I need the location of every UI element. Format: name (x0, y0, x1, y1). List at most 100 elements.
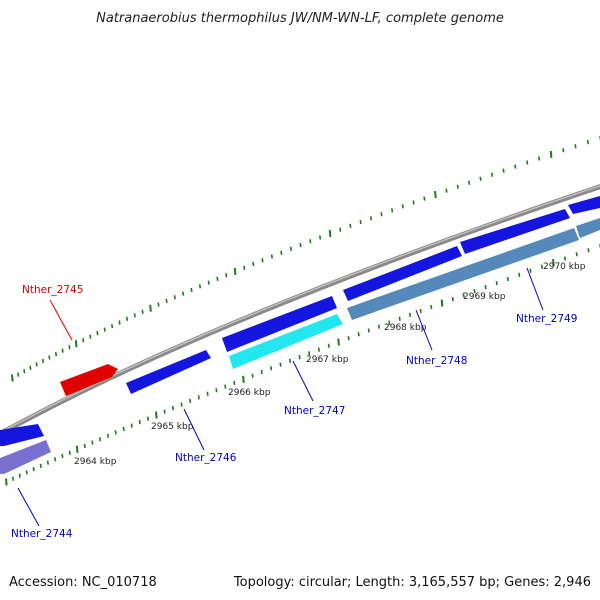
inner-tick-ring (5, 244, 600, 486)
leader-line-nther-2745 (49, 299, 73, 341)
outer-tick (434, 191, 437, 199)
inner-tick (39, 463, 42, 469)
inner-tick (495, 280, 498, 286)
gene-label-nther-2748[interactable]: Nther_2748 (406, 355, 467, 367)
inner-tick (270, 366, 273, 371)
gene-arrow-nther-2749-upper[interactable] (460, 209, 570, 254)
inner-tick (347, 336, 350, 341)
inner-tick (327, 343, 330, 348)
gene-track-nther-2744[interactable] (0, 440, 51, 474)
outer-tick (574, 144, 577, 149)
inner-tick (308, 351, 311, 356)
inner-tick (61, 453, 64, 459)
gene-label-nther-2744[interactable]: Nther_2744 (11, 528, 73, 540)
leader-line-nther-2746 (183, 408, 205, 451)
genome-backbone-highlight (0, 185, 600, 434)
outer-tick (391, 208, 394, 213)
gene-track-nther-2747[interactable] (229, 314, 343, 369)
inner-tick (288, 358, 292, 364)
inner-tick (171, 405, 175, 411)
outer-tick (173, 295, 176, 300)
outer-tick (190, 287, 193, 293)
inner-tick (83, 443, 86, 449)
outer-tick (157, 302, 160, 307)
scale-label-2968: 2968 kbp (384, 323, 427, 333)
outer-tick (82, 338, 85, 343)
outer-tick (562, 148, 565, 153)
outer-tick (299, 242, 302, 248)
inner-tick (540, 264, 543, 269)
inner-tick (409, 312, 412, 318)
inner-tick (18, 473, 21, 478)
outer-tick (48, 355, 51, 360)
outer-tick (165, 298, 168, 304)
outer-tick (369, 216, 373, 221)
outer-tick (328, 230, 332, 238)
outer-tick (339, 227, 342, 232)
inner-tick (5, 478, 8, 486)
outer-tick (225, 273, 228, 278)
inner-tick (462, 292, 465, 298)
gene-track-nther-2749[interactable] (576, 218, 600, 238)
outer-tick (133, 313, 136, 318)
inner-tick (163, 409, 166, 414)
gene-label-nther-2746[interactable]: Nther_2746 (175, 452, 237, 464)
outer-tick (526, 160, 529, 165)
gene-label-nther-2747[interactable]: Nther_2747 (284, 405, 345, 417)
gene-track-nther-2748[interactable] (347, 228, 579, 320)
inner-tick (224, 384, 227, 389)
outer-tick (468, 180, 471, 185)
outer-tick (29, 365, 32, 370)
outer-tick (252, 261, 255, 267)
outer-tick (243, 265, 246, 270)
gene-arrow-nther-2747-upper[interactable] (222, 296, 337, 352)
outer-tick (456, 184, 459, 189)
gene-label-nther-2745[interactable]: Nther_2745 (22, 284, 83, 296)
outer-tick (319, 235, 322, 240)
outer-tick (54, 351, 58, 357)
gene-arrow-nther-2744-upper[interactable] (0, 424, 44, 446)
inner-tick (357, 332, 360, 337)
inner-tick (529, 268, 532, 273)
gene-arrow-next[interactable] (568, 196, 600, 214)
gene-arrow-nther-2745[interactable] (60, 364, 118, 396)
outer-tick-ring (11, 136, 600, 382)
inner-tick (575, 252, 578, 257)
outer-tick (280, 250, 283, 255)
outer-tick (61, 348, 64, 353)
outer-tick (349, 223, 352, 229)
outer-tick (514, 164, 517, 169)
inner-tick (298, 354, 301, 360)
genome-backbone (0, 184, 600, 437)
inner-tick (54, 457, 57, 462)
scale-label-2965: 2965 kbp (151, 422, 194, 432)
gene-label-nther-2749[interactable]: Nther_2749 (516, 313, 577, 325)
outer-tick (89, 334, 92, 339)
inner-tick (518, 272, 521, 278)
outer-tick (23, 369, 26, 374)
outer-tick (289, 246, 292, 252)
outer-tick (586, 139, 589, 145)
inner-tick (68, 450, 71, 455)
gene-arrow-nther-2746[interactable] (126, 350, 211, 394)
gene-arrow-nther-2748-upper[interactable] (343, 246, 462, 301)
outer-tick (111, 323, 114, 329)
scale-label-2964: 2964 kbp (74, 457, 117, 467)
inner-tick (317, 347, 320, 352)
outer-tick (35, 362, 38, 367)
inner-tick (279, 362, 282, 367)
outer-tick (233, 267, 237, 276)
outer-tick (423, 196, 426, 201)
outer-tick (549, 150, 553, 158)
inner-tick (398, 316, 401, 321)
outer-tick (270, 254, 273, 259)
leader-line-nther-2749 (526, 267, 544, 311)
inner-tick (46, 460, 49, 465)
scale-label-2969: 2969 kbp (463, 292, 506, 302)
leader-line-nther-2748 (415, 309, 433, 351)
accession-text: Accession: NC_010718 (9, 575, 157, 590)
inner-tick (138, 419, 141, 425)
outer-tick (359, 219, 362, 225)
outer-tick (309, 239, 312, 244)
